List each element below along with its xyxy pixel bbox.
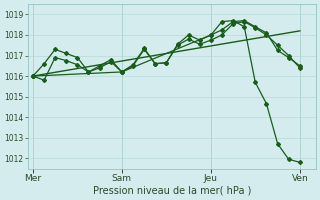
- X-axis label: Pression niveau de la mer( hPa ): Pression niveau de la mer( hPa ): [92, 186, 251, 196]
